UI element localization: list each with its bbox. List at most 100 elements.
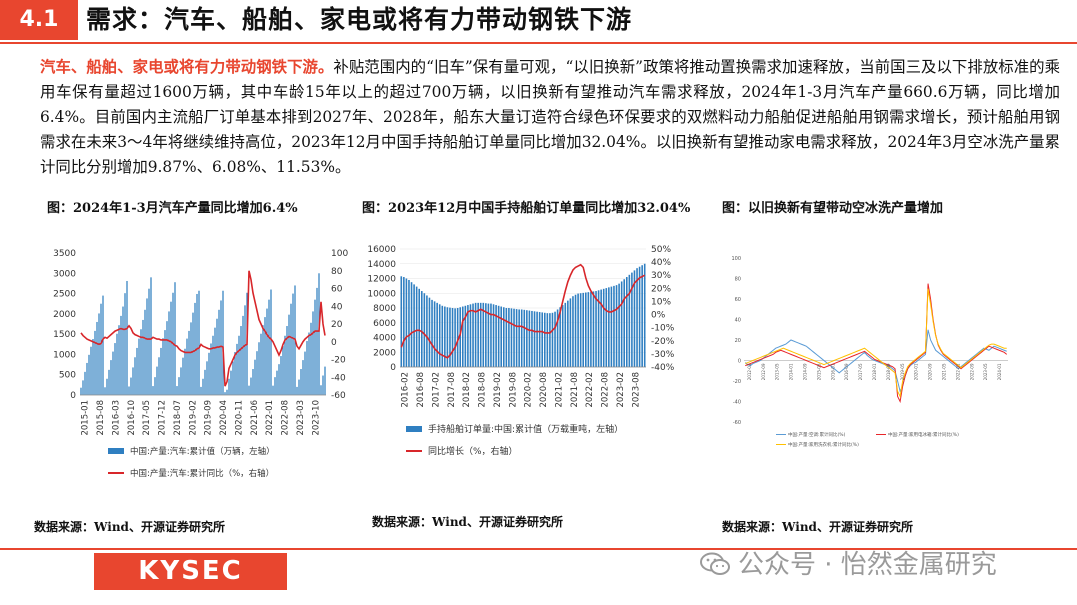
auto-bar	[114, 343, 115, 395]
auto-left-tick: 0	[70, 391, 76, 401]
ship-left-tick: 4000	[373, 334, 396, 344]
ship-x-tick: 2017-02	[431, 372, 441, 408]
ship-left-tick: 2000	[373, 348, 396, 358]
ship-bar	[454, 308, 456, 367]
ship-bar	[513, 309, 515, 367]
ship-right-tick: -10%	[651, 324, 675, 334]
auto-x-tick: 2023-03	[296, 400, 306, 436]
ship-bar	[641, 265, 643, 367]
ship-bar	[508, 308, 510, 367]
appliance-legend-label-1: 中国:产量:家用电冰箱:累计同比(%)	[888, 431, 959, 438]
appliance-y-tick: -40	[733, 400, 741, 406]
ship-x-tick: 2023-02	[616, 372, 626, 408]
auto-bar	[136, 348, 137, 395]
ship-right-tick: -20%	[651, 337, 675, 347]
ship-bar	[490, 304, 492, 367]
auto-bar	[304, 352, 305, 395]
auto-x-tick: 2015-08	[96, 400, 106, 436]
ship-bar	[408, 280, 410, 367]
ship-left-tick: 6000	[373, 319, 396, 329]
auto-bar	[192, 313, 193, 395]
auto-bar	[260, 334, 261, 395]
figure-source-ship: 数据来源：Wind、开源证券研究所	[372, 513, 563, 530]
auto-right-tick: 40	[331, 302, 343, 312]
auto-bar	[156, 367, 157, 395]
auto-bar	[124, 293, 125, 395]
ship-bar	[416, 287, 418, 367]
ship-bar	[429, 298, 431, 367]
ship-x-tick: 2016-02	[401, 372, 411, 408]
kysec-logo: KYSEC	[94, 553, 287, 590]
auto-bar	[234, 352, 235, 395]
ship-right-tick: 20%	[651, 284, 671, 294]
ship-bar	[623, 279, 625, 367]
auto-bar	[288, 315, 289, 395]
auto-x-tick: 2016-03	[111, 400, 121, 436]
auto-bar	[186, 339, 187, 395]
auto-x-tick: 2019-02	[188, 400, 198, 436]
ship-bar	[567, 301, 569, 367]
ship-bar	[536, 312, 538, 367]
ship-bar	[593, 291, 595, 367]
auto-right-tick: 0	[331, 338, 337, 348]
summary-paragraph: 汽车、船舶、家电或将有力带动钢铁下游。补贴范围内的“旧车”保有量可观，“以旧换新…	[40, 55, 1060, 180]
ship-bar	[403, 277, 405, 367]
auto-bar	[274, 377, 275, 395]
auto-bar	[88, 355, 89, 395]
ship-legend-bar-swatch	[406, 426, 422, 432]
ship-bar	[436, 303, 438, 367]
auto-bar	[316, 288, 317, 395]
header-divider	[0, 42, 1077, 44]
ship-bar	[434, 301, 436, 367]
ship-bar	[523, 310, 525, 367]
auto-bar	[276, 371, 277, 395]
appliance-x-tick: 2012-01	[747, 363, 752, 380]
auto-bar	[214, 328, 215, 395]
auto-bar	[168, 311, 169, 395]
ship-x-tick: 2016-08	[416, 372, 426, 408]
ship-right-tick: 30%	[651, 271, 671, 281]
auto-bar	[180, 367, 181, 395]
auto-bar	[262, 325, 263, 395]
auto-bar	[184, 349, 185, 395]
ship-left-tick: 10000	[367, 289, 396, 299]
auto-left-tick: 1500	[53, 330, 76, 340]
auto-bar	[178, 377, 179, 395]
appliance-y-tick: 100	[731, 256, 741, 262]
auto-bar	[170, 302, 171, 395]
appliance-x-tick: 2013-05	[775, 363, 780, 380]
auto-bar	[280, 356, 281, 395]
auto-bar	[148, 289, 149, 395]
ship-left-tick: 8000	[373, 304, 396, 314]
auto-right-tick: 100	[331, 249, 348, 259]
ship-bar	[639, 267, 641, 367]
ship-bar	[644, 264, 646, 367]
auto-bar	[298, 380, 299, 395]
ship-bar	[608, 287, 610, 367]
appliance-x-tick: 2017-05	[858, 363, 863, 380]
auto-bar	[132, 367, 133, 395]
appliance-x-tick: 2020-01	[914, 363, 919, 380]
auto-bar	[278, 364, 279, 395]
auto-bar	[144, 310, 145, 395]
ship-bar	[462, 307, 464, 367]
auto-bar	[202, 379, 203, 395]
auto-bar	[92, 339, 93, 395]
ship-bar	[511, 308, 513, 367]
auto-bar	[252, 369, 253, 395]
summary-lead: 汽车、船舶、家电或将有力带动钢铁下游。	[40, 58, 333, 76]
appliance-y-tick: 60	[735, 297, 741, 303]
ship-bar	[411, 282, 413, 367]
auto-bar	[290, 304, 291, 395]
auto-bar	[232, 361, 233, 395]
auto-bar	[248, 386, 249, 395]
ship-x-tick: 2018-02	[462, 372, 472, 408]
ship-bar	[531, 311, 533, 367]
auto-right-tick: 60	[331, 285, 343, 295]
auto-x-tick: 2017-12	[158, 400, 168, 436]
ship-bar	[613, 286, 615, 367]
ship-bar	[549, 313, 551, 367]
section-number: 4.1	[0, 0, 78, 40]
auto-bar	[122, 307, 123, 395]
ship-bar	[636, 268, 638, 367]
